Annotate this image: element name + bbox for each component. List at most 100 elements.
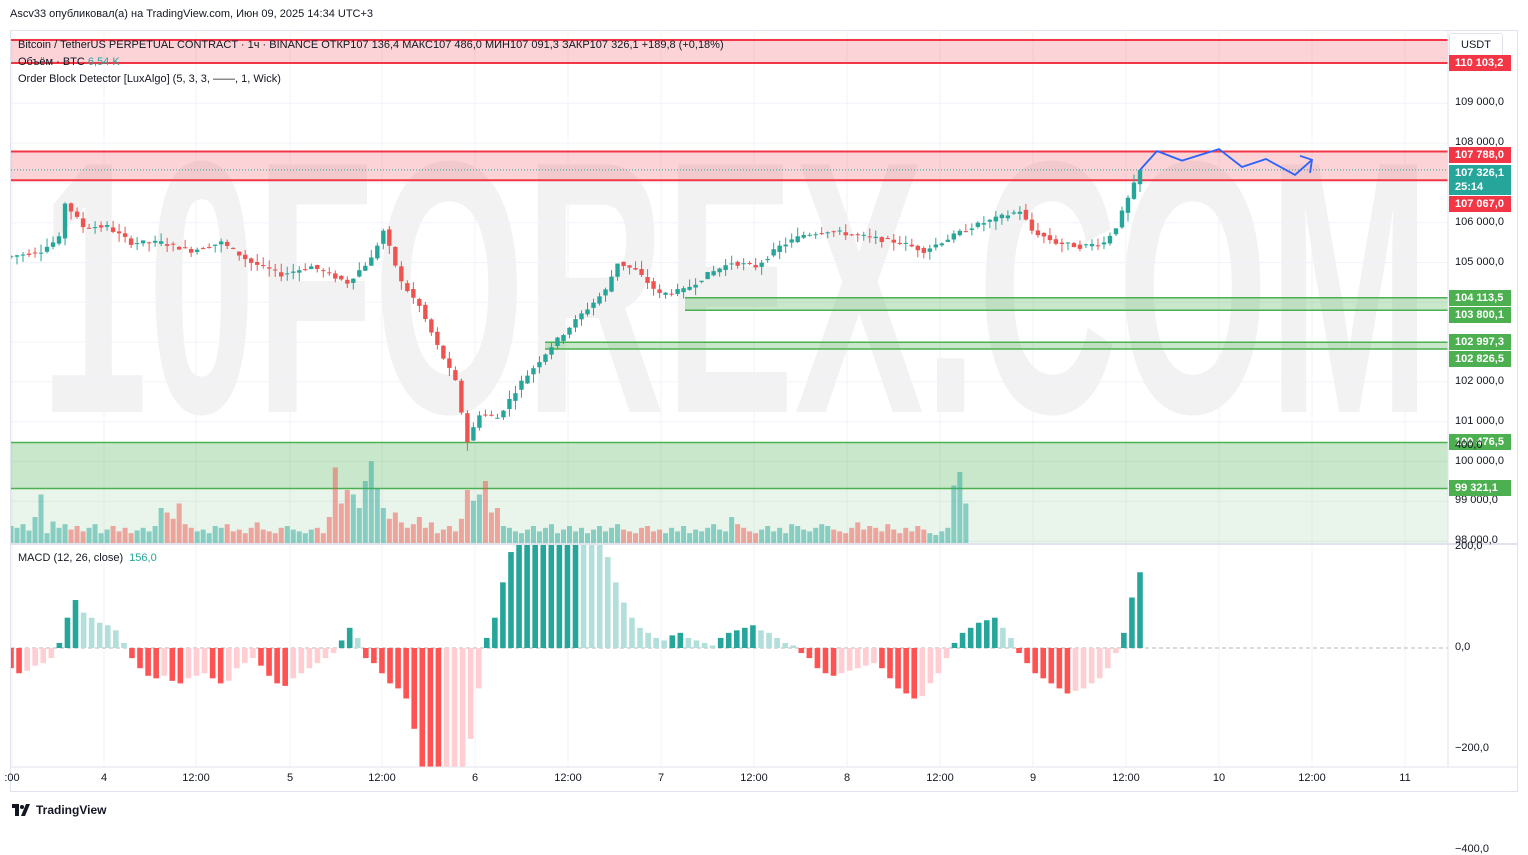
macd-bar [11, 648, 14, 669]
candle-body [615, 263, 620, 277]
macd-value: 156,0 [129, 552, 157, 564]
candle-body [134, 243, 140, 245]
candle-body [1089, 244, 1095, 247]
candle-body [140, 240, 146, 244]
macd-bar [403, 648, 409, 699]
macd-bar [1096, 648, 1103, 679]
candle-body [651, 281, 656, 289]
macd-bar [629, 617, 635, 648]
volume-bar [627, 531, 633, 544]
macd-bar [314, 648, 321, 664]
candle-body [861, 234, 866, 236]
candle-body [200, 248, 206, 250]
candle-body [513, 393, 518, 401]
volume-bar [332, 467, 338, 544]
chart-canvas[interactable]: 10FOREX.COM [0, 0, 1528, 828]
candle-body [357, 270, 362, 277]
candle-body [441, 345, 446, 359]
candle-body [843, 232, 848, 236]
candle-body [993, 216, 999, 222]
volume-bar [134, 530, 140, 544]
macd-bar [613, 582, 619, 648]
macd-bar [967, 627, 974, 648]
macd-bar [72, 600, 79, 648]
candle-body [321, 270, 326, 272]
volume-bar [386, 518, 392, 544]
time-tick: 11 [1399, 772, 1411, 784]
volume-bar [777, 527, 783, 544]
volume-bar [278, 527, 284, 544]
volume-bar [152, 526, 158, 544]
indicator-legend[interactable]: Order Block Detector [LuxAlgo] (5, 3, 3,… [18, 73, 281, 85]
candle-body [933, 244, 939, 248]
macd-bar [145, 648, 151, 676]
volume-bar [176, 503, 182, 544]
candle-body [399, 266, 404, 282]
candle-body [1059, 242, 1065, 245]
candle-body [519, 380, 524, 390]
candle-body [273, 269, 278, 271]
candle-body [759, 262, 764, 267]
candles [11, 169, 1448, 451]
macd-bar [935, 648, 942, 674]
macd-bar [1137, 572, 1143, 648]
time-tick: 12:00 [554, 772, 582, 784]
volume-bar [530, 526, 536, 544]
time-tick: :00 [4, 772, 20, 784]
currency-button[interactable]: USDT [1449, 33, 1503, 57]
volume-bar [927, 533, 933, 544]
macd-tick: −400,0 [1455, 843, 1489, 855]
macd-bar [693, 640, 700, 648]
candle-body [92, 227, 98, 229]
candle-body [477, 415, 482, 428]
macd-bar [290, 648, 297, 679]
volume-bar [404, 527, 410, 544]
symbol-legend[interactable]: Bitcoin / TetherUS PERPETUAL CONTRACT · … [18, 39, 724, 51]
volume-bar [591, 529, 597, 544]
candle-body [1071, 243, 1077, 248]
publication-bar: Ascv33 опубликовал(а) на TradingView.com… [0, 0, 1528, 30]
macd-bar [516, 545, 522, 648]
volume-bar [615, 524, 621, 544]
macd-bar [338, 640, 345, 648]
volume-bar [338, 503, 344, 544]
volume-bar [837, 531, 843, 544]
volume-bar [440, 529, 446, 544]
time-tick: 9 [1029, 772, 1037, 784]
volume-bar [747, 531, 753, 544]
macd-bar [1129, 597, 1135, 648]
volume-bar [116, 531, 122, 544]
volume-bar [897, 533, 903, 544]
candle-body [669, 293, 674, 295]
volume-legend[interactable]: Объём · BTC 6,54 K [18, 54, 724, 71]
volume-bar [939, 531, 945, 544]
candle-body [50, 242, 56, 247]
candle-body [507, 398, 512, 409]
volume-bar [813, 527, 819, 544]
volume-bar [735, 524, 741, 544]
macd-bar [927, 648, 934, 684]
volume-bar [170, 518, 176, 544]
candle-body [945, 239, 951, 242]
candle-body [837, 230, 842, 232]
macd-bar [822, 648, 829, 674]
bullish-order-block [545, 342, 1448, 350]
macd-bar [604, 557, 611, 648]
candle-body [957, 230, 963, 236]
volume-bar [188, 527, 194, 544]
macd-legend[interactable]: MACD (12, 26, close) 156,0 [18, 552, 157, 564]
macd-bar [250, 648, 256, 659]
macd-bar [64, 617, 71, 648]
projection-line[interactable] [1139, 148, 1313, 177]
candle-body [363, 265, 368, 271]
macd-bar [459, 648, 466, 767]
candle-body [735, 261, 740, 266]
price-tick: 108 000,0 [1455, 136, 1504, 149]
candle-body [951, 233, 957, 240]
watermark: 10FOREX.COM [40, 87, 1430, 489]
tradingview-logo[interactable]: TradingView [12, 803, 106, 817]
chart-frame[interactable] [10, 30, 1518, 792]
macd-bar [1064, 648, 1071, 694]
volume-bar [807, 531, 813, 544]
volume-bar [921, 529, 927, 544]
